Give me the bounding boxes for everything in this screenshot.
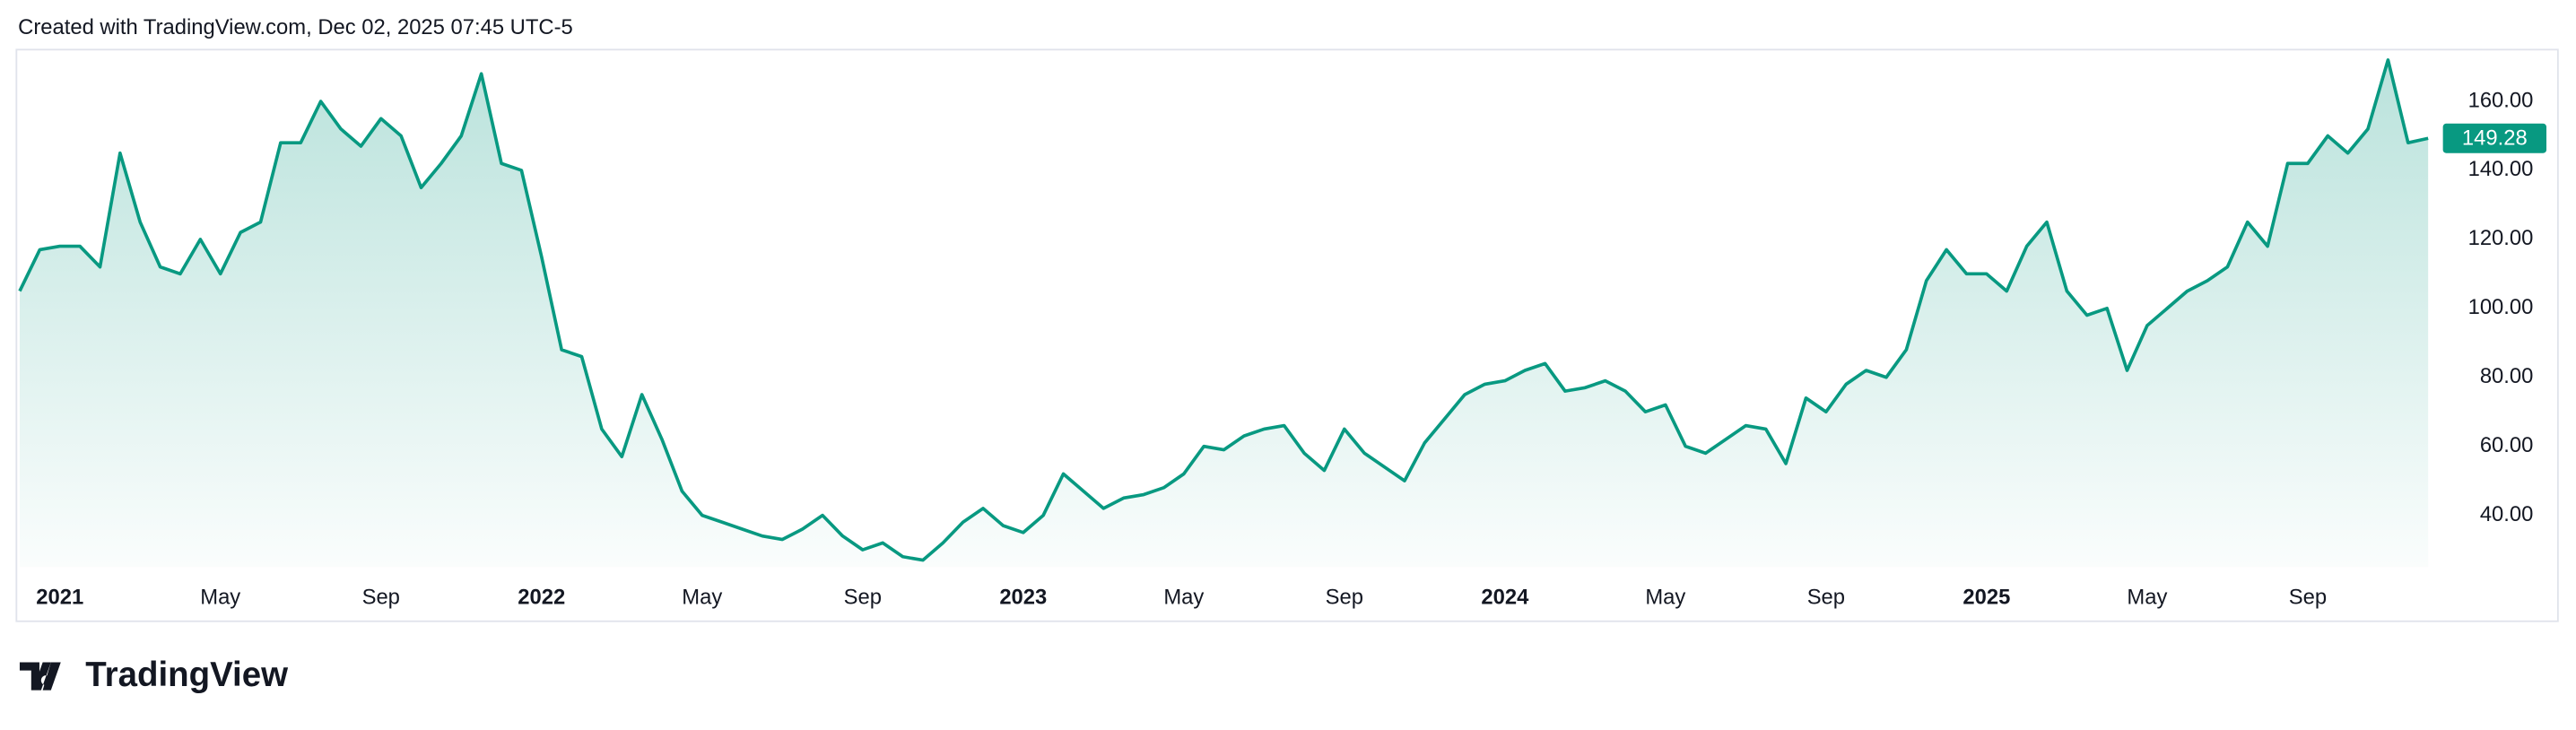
y-tick-label: 140.00 — [2468, 157, 2534, 181]
x-tick-label: 2022 — [518, 585, 565, 609]
logo — [19, 662, 61, 691]
x-tick-label: Sep — [2289, 585, 2327, 609]
last-price-badge — [2442, 123, 2547, 153]
x-tick-label: May — [1645, 585, 1685, 609]
x-tick-label: 2021 — [36, 585, 83, 609]
x-tick-label: Sep — [1326, 585, 1363, 609]
x-tick-label: May — [682, 585, 722, 609]
price-line — [18, 58, 2429, 562]
chart-frame — [15, 48, 2559, 622]
logo-text: TradingView — [85, 656, 288, 694]
x-tick-label: Sep — [362, 585, 400, 609]
area — [19, 59, 2429, 568]
x-tick-label: Sep — [844, 585, 882, 609]
last-price-label: 149.28 — [2462, 126, 2528, 150]
x-tick-label: 2024 — [1481, 585, 1529, 609]
x-tick-label: 2025 — [1962, 585, 2010, 609]
y-tick-label: 100.00 — [2468, 295, 2534, 319]
credit: Created with TradingView.com, Dec 02, 20… — [18, 15, 573, 39]
x-tick-label: May — [2127, 585, 2167, 609]
x-tick-label: 2023 — [999, 585, 1047, 609]
y-tick-label: 80.00 — [2480, 364, 2534, 388]
x-tick-label: May — [200, 585, 240, 609]
y-tick-label: 120.00 — [2468, 226, 2534, 250]
x-tick-label: May — [1163, 585, 1204, 609]
y-tick-label: 60.00 — [2480, 433, 2534, 457]
y-tick-label: 40.00 — [2480, 502, 2534, 526]
y-tick-label: 160.00 — [2468, 88, 2534, 112]
x-tick-label: Sep — [1807, 585, 1845, 609]
